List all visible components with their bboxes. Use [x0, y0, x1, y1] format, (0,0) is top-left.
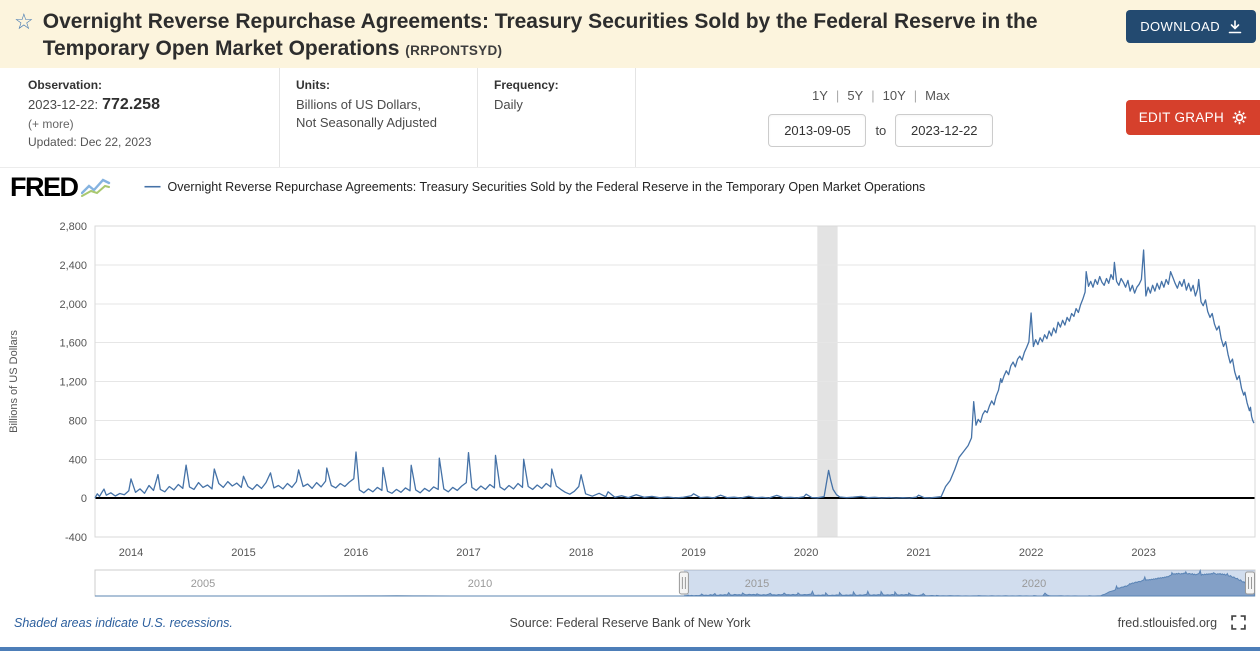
svg-text:2018: 2018	[569, 547, 593, 559]
date-range-slider[interactable]: 2005 2010 2015 2020	[0, 567, 1260, 599]
range-separator: |	[835, 88, 840, 103]
end-date-input[interactable]	[895, 114, 994, 147]
gear-icon	[1232, 110, 1247, 125]
units-block: Units: Billions of US Dollars, Not Seaso…	[280, 68, 478, 167]
legend-label: Overnight Reverse Repurchase Agreements:…	[167, 180, 926, 194]
svg-text:2021: 2021	[906, 547, 930, 559]
updated-text: Updated: Dec 22, 2023	[28, 135, 152, 149]
svg-text:2005: 2005	[191, 578, 215, 590]
frequency-value: Daily	[494, 97, 523, 112]
observation-date: 2023-12-22:	[28, 97, 99, 112]
units-label: Units:	[296, 78, 330, 92]
legend-item[interactable]: — Overnight Reverse Repurchase Agreement…	[144, 178, 926, 195]
svg-text:2022: 2022	[1019, 547, 1043, 559]
main-chart-canvas[interactable]: -400 0 400 800 1,200 1,600 2,000 2,400 2,800 2014…	[0, 202, 1260, 567]
legend-line-swatch: —	[144, 178, 161, 195]
svg-text:2016: 2016	[344, 547, 368, 559]
observation-label: Observation:	[28, 78, 103, 92]
svg-text:1,600: 1,600	[59, 338, 87, 350]
range-presets: 1Y | 5Y | 10Y | Max	[812, 88, 950, 103]
date-range-controls: 1Y | 5Y | 10Y | Max to	[636, 68, 1126, 167]
page-footer: Shaded areas indicate U.S. recessions. S…	[0, 599, 1260, 630]
fred-logo-text: FRED	[10, 171, 79, 202]
download-label: DOWNLOAD	[1140, 19, 1220, 34]
bottom-accent-bar	[0, 647, 1260, 651]
svg-text:-400: -400	[65, 532, 87, 544]
range-link-5y[interactable]: 5Y	[847, 88, 864, 103]
svg-text:2019: 2019	[681, 547, 705, 559]
fred-logo-sparkline-icon	[80, 177, 111, 197]
svg-text:0: 0	[81, 493, 87, 505]
recession-note: Shaded areas indicate U.S. recessions.	[14, 615, 233, 630]
svg-text:2,000: 2,000	[59, 299, 87, 311]
fred-logo[interactable]: FRED	[10, 172, 111, 203]
observation-line: 2023-12-22: 772.258	[28, 96, 263, 114]
svg-text:1,200: 1,200	[59, 377, 87, 389]
range-link-10y[interactable]: 10Y	[882, 88, 906, 103]
source-text: Source: Federal Reserve Bank of New York	[509, 615, 751, 630]
svg-text:2020: 2020	[1022, 578, 1046, 590]
svg-text:2015: 2015	[231, 547, 255, 559]
svg-text:2017: 2017	[456, 547, 480, 559]
svg-text:2023: 2023	[1131, 547, 1155, 559]
info-bar: Observation: 2023-12-22: 772.258 (+ more)…	[0, 68, 1260, 168]
fullscreen-button[interactable]	[1231, 615, 1246, 630]
series-title: Overnight Reverse Repurchase Agreements:…	[42, 10, 1038, 60]
svg-text:800: 800	[69, 415, 87, 427]
fred-site-link[interactable]: fred.stlouisfed.org	[1117, 615, 1218, 630]
units-value-line1: Billions of US Dollars,	[296, 97, 421, 112]
svg-text:2020: 2020	[794, 547, 818, 559]
edit-graph-label: EDIT GRAPH	[1138, 110, 1224, 125]
to-label: to	[875, 123, 887, 138]
graph-section: FRED — Overnight Reverse Repurchase Agre…	[0, 172, 1260, 599]
svg-text:400: 400	[69, 454, 87, 466]
favorite-star-icon[interactable]: ☆	[14, 9, 34, 34]
svg-text:2,800: 2,800	[59, 221, 87, 233]
observation-block: Observation: 2023-12-22: 772.258 (+ more)…	[0, 68, 280, 167]
range-link-max[interactable]: Max	[925, 88, 950, 103]
page-title: Overnight Reverse Repurchase Agreements:…	[43, 8, 1114, 64]
svg-text:2,400: 2,400	[59, 260, 87, 272]
download-button[interactable]: DOWNLOAD	[1126, 10, 1256, 43]
page-header: ☆ Overnight Reverse Repurchase Agreement…	[0, 0, 1260, 68]
svg-text:2014: 2014	[119, 547, 143, 559]
download-icon	[1228, 19, 1242, 34]
svg-text:2010: 2010	[468, 578, 492, 590]
svg-text:2015: 2015	[745, 578, 769, 590]
edit-graph-button[interactable]: EDIT GRAPH	[1125, 100, 1260, 135]
range-separator: |	[871, 88, 875, 103]
start-date-input[interactable]	[768, 114, 867, 147]
frequency-label: Frequency:	[494, 78, 559, 92]
units-value-line2: Not Seasonally Adjusted	[296, 115, 437, 130]
frequency-block: Frequency: Daily	[478, 68, 636, 167]
observation-value: 772.258	[102, 96, 160, 113]
series-id: (RRPONTSYD)	[405, 43, 503, 58]
more-observations-link[interactable]: (+ more)	[28, 117, 74, 131]
range-link-1y[interactable]: 1Y	[812, 88, 828, 103]
svg-text:Billions of US Dollars: Billions of US Dollars	[8, 330, 20, 433]
range-separator: |	[913, 88, 918, 103]
